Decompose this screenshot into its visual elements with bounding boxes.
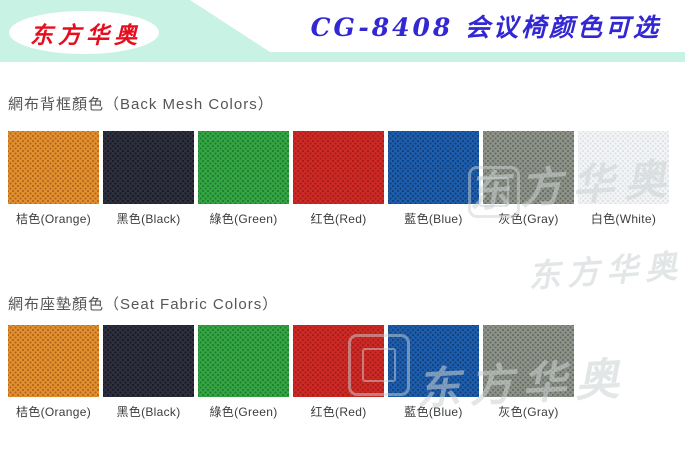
swatch-label-orange: 桔色(Orange) bbox=[15, 212, 92, 226]
color-swatch-orange bbox=[8, 325, 99, 397]
logo-text: 东方华奥 bbox=[30, 21, 142, 49]
swatch-back-black: 黑色(Black) bbox=[103, 131, 194, 227]
color-swatch-green bbox=[198, 131, 289, 204]
swatch-seat-blue: 藍色(Blue) bbox=[388, 325, 479, 420]
swatch-label-gray: 灰色(Gray) bbox=[498, 212, 559, 226]
swatch-seat-red: 红色(Red) bbox=[293, 325, 384, 420]
watermark-text: 东方华奥 bbox=[527, 246, 685, 296]
swatch-label-gray: 灰色(Gray) bbox=[498, 405, 559, 419]
page-title: CG-8408 会议椅颜色可选 bbox=[310, 13, 661, 42]
color-swatch-blue bbox=[388, 131, 479, 204]
swatch-seat-orange: 桔色(Orange) bbox=[8, 325, 99, 420]
section-heading-back-mesh: 網布背框顏色（Back Mesh Colors） bbox=[8, 96, 274, 113]
swatch-label-green: 綠色(Green) bbox=[209, 212, 278, 226]
color-swatch-gray bbox=[483, 131, 574, 204]
swatch-seat-gray: 灰色(Gray) bbox=[483, 325, 574, 420]
swatch-seat-black: 黑色(Black) bbox=[103, 325, 194, 420]
color-swatch-black bbox=[103, 325, 194, 397]
color-swatch-red bbox=[293, 325, 384, 397]
back-mesh-swatch-row: 桔色(Orange) 黑色(Black) 綠色(Green) 红色(Red) 藍… bbox=[8, 131, 669, 227]
color-swatch-black bbox=[103, 131, 194, 204]
swatch-label-black: 黑色(Black) bbox=[116, 405, 181, 419]
swatch-label-black: 黑色(Black) bbox=[116, 212, 181, 226]
swatch-label-blue: 藍色(Blue) bbox=[404, 212, 463, 226]
swatch-seat-green: 綠色(Green) bbox=[198, 325, 289, 420]
swatch-label-green: 綠色(Green) bbox=[209, 405, 278, 419]
color-swatch-green bbox=[198, 325, 289, 397]
swatch-back-white: 白色(White) bbox=[578, 131, 669, 227]
swatch-label-red: 红色(Red) bbox=[310, 405, 367, 419]
swatch-label-red: 红色(Red) bbox=[310, 212, 367, 226]
swatch-label-orange: 桔色(Orange) bbox=[15, 405, 92, 419]
swatch-back-green: 綠色(Green) bbox=[198, 131, 289, 227]
swatch-label-white: 白色(White) bbox=[590, 212, 657, 226]
color-swatch-blue bbox=[388, 325, 479, 397]
color-swatch-red bbox=[293, 131, 384, 204]
logo: 东方华奥 bbox=[9, 11, 159, 54]
swatch-back-orange: 桔色(Orange) bbox=[8, 131, 99, 227]
color-swatch-gray bbox=[483, 325, 574, 397]
swatch-back-gray: 灰色(Gray) bbox=[483, 131, 574, 227]
section-heading-seat-fabric: 網布座墊顏色（Seat Fabric Colors） bbox=[8, 296, 279, 313]
swatch-back-blue: 藍色(Blue) bbox=[388, 131, 479, 227]
swatch-label-blue: 藍色(Blue) bbox=[404, 405, 463, 419]
seat-fabric-swatch-row: 桔色(Orange) 黑色(Black) 綠色(Green) 红色(Red) 藍… bbox=[8, 325, 574, 420]
swatch-back-red: 红色(Red) bbox=[293, 131, 384, 227]
color-swatch-white bbox=[578, 131, 669, 204]
color-swatch-orange bbox=[8, 131, 99, 204]
